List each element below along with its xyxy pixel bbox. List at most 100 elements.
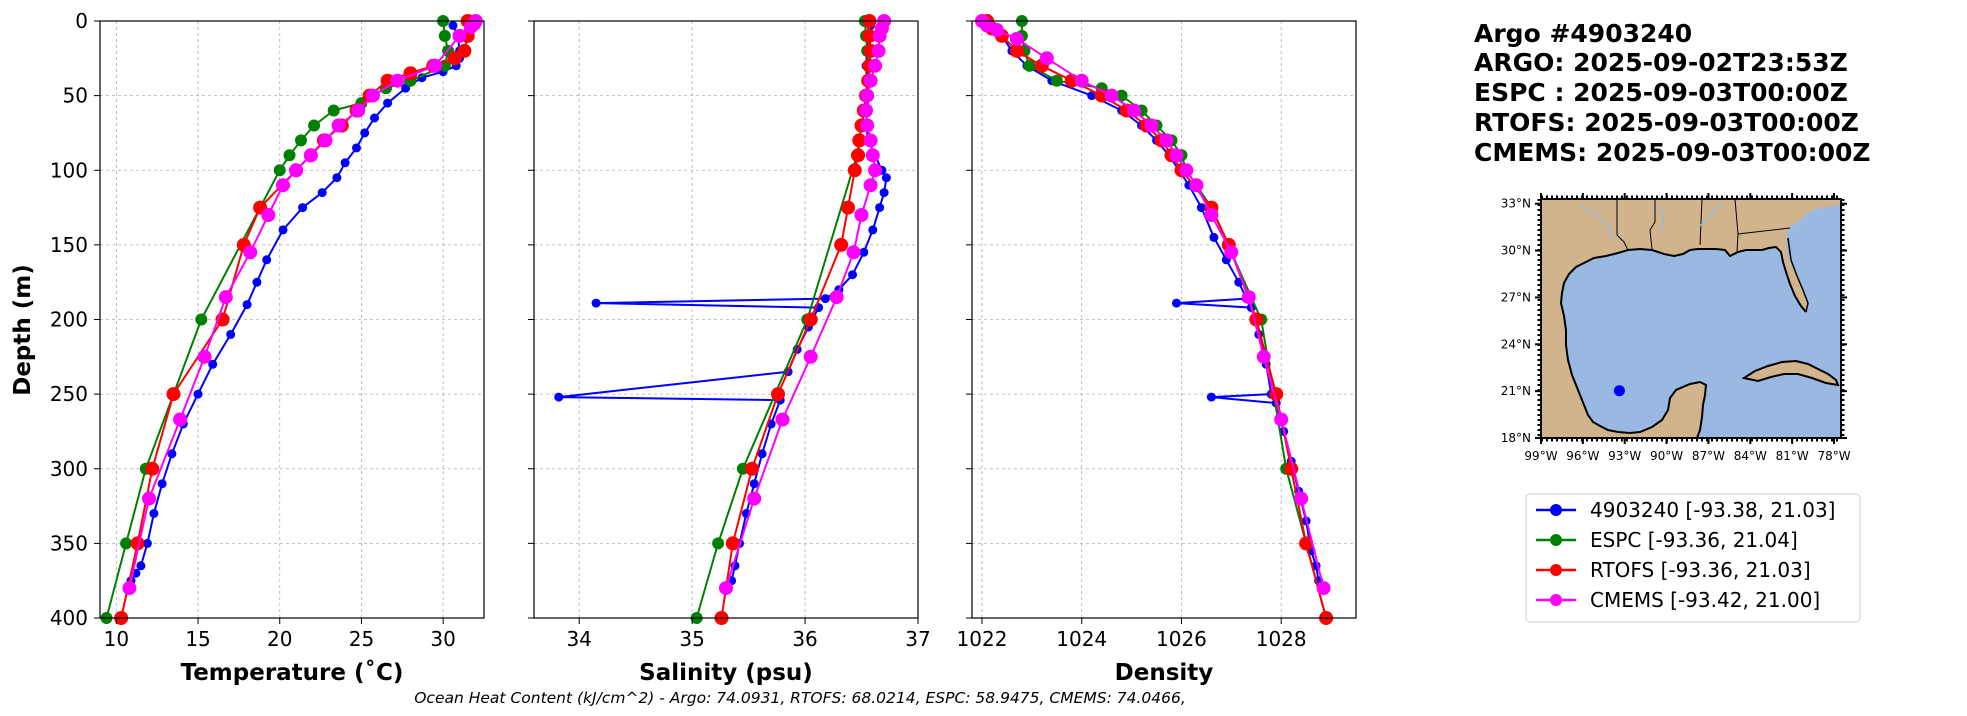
data-point-cmems — [1144, 118, 1159, 133]
data-point-cmems — [390, 73, 405, 88]
header-line-argo-id: Argo #4903240 — [1474, 19, 1692, 48]
data-point-cmems — [747, 491, 762, 506]
data-point-cmems — [719, 581, 733, 596]
x-tick-label: 1026 — [1156, 627, 1207, 651]
location-map: 33°N 30°N 27°N 24°N 21°N 18°N 99°W 96°W 93°W 90°W… — [1501, 193, 1851, 463]
data-point-cmems — [1159, 133, 1174, 148]
map-river — [1579, 205, 1613, 239]
data-point-espc — [1050, 74, 1063, 87]
map-lon-label: 90°W — [1650, 449, 1683, 463]
data-point-4903240 — [383, 98, 393, 108]
y-tick-label: 100 — [50, 158, 88, 182]
data-point-cmems — [142, 491, 156, 506]
data-point-rtofs — [834, 237, 849, 252]
legend-label: ESPC [-93.36, 21.04] — [1590, 528, 1798, 552]
salinity-panel: 34 35 36 37 Salinity (psu) — [528, 14, 931, 686]
data-point-rtofs — [745, 461, 759, 476]
data-point-espc — [283, 149, 296, 162]
data-point-4903240 — [757, 449, 767, 459]
map-river-2 — [1659, 205, 1665, 233]
data-point-cmems — [854, 208, 869, 222]
data-point-espc — [273, 164, 286, 177]
data-point-cmems — [868, 58, 883, 73]
data-point-4903240 — [859, 247, 869, 257]
data-point-cmems — [331, 118, 346, 133]
data-point-4903240 — [360, 128, 370, 138]
x-tick-label: 1022 — [957, 627, 1008, 651]
data-point-cmems — [872, 28, 887, 43]
grid-lines — [972, 20, 1356, 619]
data-point-cmems — [1241, 290, 1256, 305]
data-point-4903240 — [1209, 232, 1219, 242]
data-point-4903240 — [591, 298, 601, 308]
data-point-4903240 — [1172, 298, 1181, 308]
legend-marker-swatch — [1550, 594, 1562, 606]
series-line-4903240 — [130, 25, 461, 582]
map-lat-label: 33°N — [1501, 197, 1531, 211]
data-point-4903240 — [142, 538, 152, 548]
data-point-4903240 — [879, 188, 889, 198]
data-point-espc — [438, 29, 451, 42]
data-point-cmems — [829, 290, 844, 305]
data-point-cmems — [1169, 148, 1184, 163]
y-tick-label: 50 — [63, 84, 88, 108]
data-point-cmems — [865, 148, 880, 163]
data-point-cmems — [463, 20, 478, 34]
y-tick-label: 300 — [50, 457, 88, 481]
data-point-cmems — [860, 118, 875, 133]
grid-lines — [100, 20, 484, 619]
temperature-c-axis-label: Temperature (˚C) — [181, 659, 404, 686]
data-point-rtofs — [166, 387, 181, 402]
x-tick-label: 1024 — [1056, 627, 1107, 651]
data-point-cmems — [1274, 412, 1289, 427]
data-point-4903240 — [1206, 392, 1216, 402]
data-point-cmems — [1104, 88, 1119, 103]
data-point-4903240 — [278, 225, 288, 235]
data-point-cmems — [1039, 51, 1054, 66]
data-point-4903240 — [157, 479, 167, 489]
x-tick-label: 25 — [349, 627, 374, 651]
data-point-4903240 — [317, 188, 327, 198]
header-line-espc-time: ESPC : 2025-09-03T00:00Z — [1474, 78, 1848, 107]
map-lon-label: 93°W — [1608, 449, 1641, 463]
legend-marker-swatch — [1550, 564, 1562, 576]
data-point-rtofs — [1299, 536, 1314, 551]
x-tick-label: 35 — [679, 627, 704, 651]
map-lon-label: 78°W — [1817, 449, 1850, 463]
series-line-cmems — [981, 20, 1325, 589]
data-point-4903240 — [332, 173, 342, 183]
data-point-cmems — [1189, 178, 1204, 193]
legend-marker-swatch — [1550, 534, 1562, 546]
data-point-cmems — [243, 245, 258, 260]
data-point-4903240 — [298, 203, 308, 213]
data-point-espc — [712, 537, 725, 550]
data-point-cmems — [868, 163, 883, 178]
data-point-4903240 — [352, 143, 361, 153]
legend-entry-espc: ESPC [-93.36, 21.04] — [1536, 528, 1798, 552]
data-point-cmems — [276, 178, 290, 193]
x-tick-label: 36 — [792, 627, 817, 651]
map-lon-label: 84°W — [1734, 449, 1767, 463]
header-block: Argo #4903240 ARGO: 2025-09-02T23:53Z ES… — [1474, 19, 1871, 167]
data-point-espc — [120, 537, 133, 550]
data-point-cmems — [1204, 208, 1219, 222]
map-frame-border — [1540, 198, 1842, 439]
data-point-cmems — [1009, 31, 1024, 46]
data-point-4903240 — [370, 113, 379, 123]
salinity-psu-axis-label: Salinity (psu) — [639, 660, 813, 686]
map-lat-label: 21°N — [1501, 384, 1531, 398]
map-lat-label: 18°N — [1501, 431, 1531, 445]
data-point-cmems — [989, 23, 1004, 37]
data-point-espc — [195, 313, 208, 326]
data-point-cmems — [1316, 581, 1331, 596]
data-point-cmems — [318, 133, 333, 148]
footnote-ohc: Ocean Heat Content (kJ/cm^2) - Argo: 74.… — [414, 689, 1186, 707]
temperature-panel: 10 15 20 25 30050100150200250300350400Temper… — [50, 9, 485, 686]
data-point-cmems — [803, 349, 818, 364]
data-point-4903240 — [749, 479, 759, 489]
data-point-cmems — [871, 43, 886, 58]
data-point-rtofs — [1009, 43, 1024, 58]
map-coastline — [1559, 237, 1840, 438]
